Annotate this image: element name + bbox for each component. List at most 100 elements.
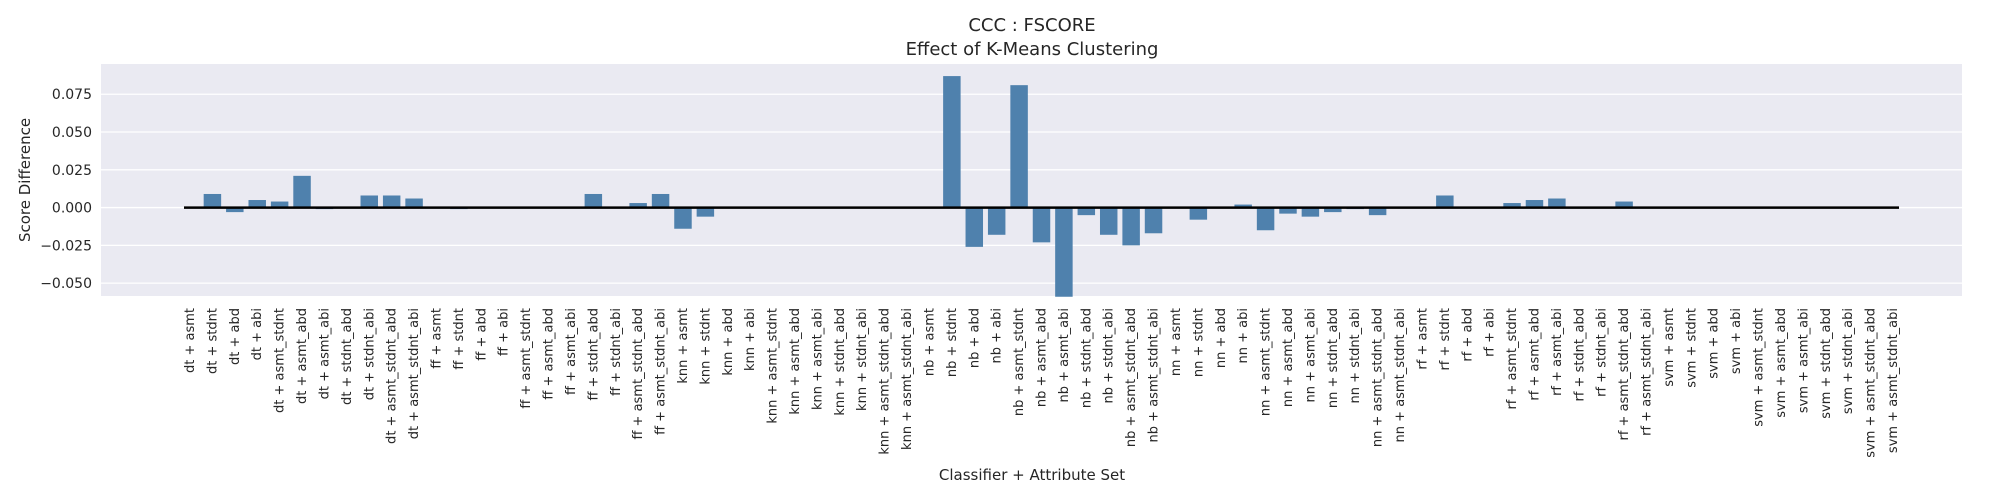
x-tick-label: rf + asmt_abd bbox=[1527, 308, 1542, 401]
bar bbox=[1503, 203, 1521, 208]
bar bbox=[1301, 207, 1320, 217]
x-tick-labels: dt + asmt dt + stdnt dt + abd dt + abi dt + … bbox=[183, 308, 1901, 458]
x-tick-label: nn + stdnt_abi bbox=[1348, 308, 1363, 403]
bar bbox=[651, 193, 670, 208]
x-tick-label: rf + stdnt_abi bbox=[1595, 308, 1610, 397]
x-axis-label: Classifier + Attribute Set bbox=[939, 466, 1125, 484]
x-tick-label: dt + stdnt_abi bbox=[362, 308, 377, 400]
x-tick-label: rf + asmt_stdnt bbox=[1505, 308, 1520, 410]
bar bbox=[270, 201, 289, 208]
x-tick-label: dt + asmt_stdnt bbox=[273, 308, 288, 413]
bar bbox=[987, 207, 1006, 235]
x-tick-label: rf + stdnt_abd bbox=[1572, 308, 1587, 402]
x-tick-label: rf + asmt_stdnt_abd bbox=[1617, 308, 1632, 441]
x-tick-label: nn + asmt_stdnt_abi bbox=[1393, 308, 1408, 442]
x-tick-label: dt + abd bbox=[228, 308, 243, 365]
x-tick-label: nn + stdnt bbox=[1191, 308, 1206, 377]
x-tick-label: rf + asmt bbox=[1415, 308, 1430, 370]
x-tick-label: rf + asmt_abi bbox=[1550, 308, 1565, 396]
x-tick-label: nn + asmt_abi bbox=[1303, 308, 1318, 402]
bar bbox=[203, 193, 222, 208]
bar bbox=[226, 207, 244, 213]
x-tick-label: nn + asmt bbox=[1169, 308, 1184, 376]
x-tick-label: nb + asmt_stdnt_abi bbox=[1147, 308, 1162, 442]
x-tick-label: nb + stdnt_abi bbox=[1102, 308, 1117, 403]
x-tick-label: svm + asmt bbox=[1662, 308, 1677, 387]
x-tick-label: ff + stdnt_abd bbox=[586, 308, 601, 401]
x-tick-label: svm + asmt_abd bbox=[1774, 308, 1789, 418]
bar bbox=[1256, 207, 1275, 231]
x-tick-label: nn + asmt_stdnt_abd bbox=[1371, 308, 1386, 447]
x-tick-label: dt + asmt_abd bbox=[295, 308, 310, 404]
y-tick-label: 0.000 bbox=[52, 201, 92, 217]
x-tick-label: ff + stdnt bbox=[452, 308, 467, 370]
bar bbox=[1525, 200, 1544, 208]
x-tick-label: ff + abi bbox=[497, 308, 512, 356]
x-tick-label: svm + abi bbox=[1729, 308, 1744, 374]
y-tick-label: 0.050 bbox=[52, 125, 92, 141]
x-tick-label: ff + asmt_stdnt_abi bbox=[654, 308, 669, 435]
bar bbox=[382, 195, 401, 208]
bar bbox=[1010, 85, 1028, 208]
bar bbox=[1279, 207, 1297, 214]
bar bbox=[943, 76, 961, 208]
x-tick-label: nn + abi bbox=[1236, 308, 1251, 363]
bar bbox=[629, 203, 647, 208]
x-tick-label: ff + stdnt_abi bbox=[609, 308, 624, 396]
x-tick-label: svm + asmt_stdnt_abi bbox=[1886, 308, 1901, 453]
bar bbox=[1144, 207, 1163, 234]
x-tick-label: svm + asmt_stdnt_abd bbox=[1864, 308, 1879, 458]
x-tick-label: rf + abd bbox=[1460, 308, 1475, 362]
bar bbox=[1615, 201, 1633, 208]
x-tick-label: knn + asmt_stdnt_abi bbox=[900, 308, 915, 450]
y-tick-label: −0.025 bbox=[40, 238, 92, 254]
x-tick-label: dt + stdnt bbox=[205, 308, 220, 374]
x-tick-label: svm + asmt_abi bbox=[1796, 308, 1811, 413]
chart-subtitle: Effect of K-Means Clustering bbox=[906, 39, 1159, 60]
bar bbox=[584, 193, 603, 208]
x-tick-label: dt + abi bbox=[250, 308, 265, 360]
x-tick-label: ff + asmt_stdnt_abd bbox=[631, 308, 646, 440]
bars bbox=[203, 76, 1633, 297]
bar bbox=[1368, 207, 1387, 216]
x-tick-label: knn + asmt_abi bbox=[810, 308, 825, 410]
x-tick-label: knn + stdnt bbox=[698, 308, 713, 385]
bar bbox=[1055, 207, 1073, 297]
x-tick-label: svm + stdnt_abi bbox=[1841, 308, 1856, 414]
x-tick-label: rf + stdnt bbox=[1438, 308, 1453, 371]
x-tick-label: nb + asmt bbox=[922, 308, 937, 376]
x-tick-label: ff + abd bbox=[474, 308, 489, 361]
x-tick-label: dt + stdnt_abd bbox=[340, 308, 355, 405]
y-tick-label: 0.075 bbox=[52, 87, 92, 103]
x-tick-label: knn + asmt_abd bbox=[788, 308, 803, 415]
x-tick-label: knn + abd bbox=[721, 308, 736, 376]
x-tick-label: nb + abd bbox=[967, 308, 982, 368]
x-tick-label: knn + asmt_stdnt_abd bbox=[878, 308, 893, 455]
x-tick-label: ff + asmt_abd bbox=[542, 308, 557, 400]
bar bbox=[1032, 207, 1051, 243]
x-tick-label: svm + stdnt bbox=[1684, 308, 1699, 388]
x-tick-label: rf + abi bbox=[1483, 308, 1498, 357]
x-tick-label: nb + stdnt bbox=[945, 308, 960, 377]
x-tick-label: knn + stdnt_abd bbox=[833, 308, 848, 416]
x-tick-label: knn + stdnt_abi bbox=[855, 308, 870, 411]
y-axis-label: Score Difference bbox=[16, 118, 34, 242]
x-tick-label: dt + asmt_abi bbox=[317, 308, 332, 399]
bar bbox=[965, 207, 984, 247]
x-tick-label: knn + abi bbox=[743, 308, 758, 371]
x-tick-label: svm + asmt_stdnt bbox=[1752, 308, 1767, 427]
y-tick-label: 0.025 bbox=[52, 163, 92, 179]
x-tick-label: ff + asmt_stdnt bbox=[519, 308, 534, 409]
bar bbox=[674, 207, 692, 229]
x-tick-label: nn + asmt_abd bbox=[1281, 308, 1296, 407]
x-tick-label: nb + asmt_stdnt bbox=[1012, 308, 1027, 416]
bar bbox=[248, 200, 266, 208]
x-tick-label: svm + stdnt_abd bbox=[1819, 308, 1834, 419]
x-tick-label: ff + asmt_abi bbox=[564, 308, 579, 395]
x-tick-label: knn + asmt bbox=[676, 308, 691, 384]
chart-title: CCC : FSCORE bbox=[968, 15, 1095, 36]
bar bbox=[1122, 207, 1140, 246]
x-tick-label: nb + asmt_abi bbox=[1057, 308, 1072, 402]
y-tick-label: −0.050 bbox=[40, 276, 92, 292]
x-tick-label: nn + stdnt_abd bbox=[1326, 308, 1341, 408]
